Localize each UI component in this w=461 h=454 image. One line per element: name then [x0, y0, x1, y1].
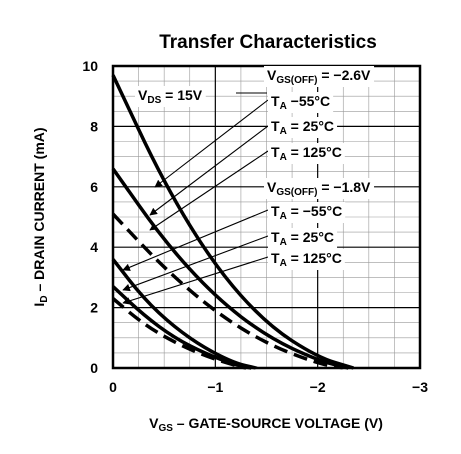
tick-labels: 0 −1 −2 −3 0 2 4 6 8 10	[82, 58, 428, 395]
curve-vgsoff-2p6-125c	[111, 212, 346, 370]
ta-label-2-bg	[268, 117, 338, 138]
group2-header: VGS(OFF) = −1.8V	[267, 179, 371, 198]
x-tick-label: −1	[207, 379, 223, 395]
ta-label-4-bg	[268, 202, 346, 223]
leader-arrow-2	[149, 125, 269, 216]
curve-vgsoff-1p8-125c	[111, 297, 247, 370]
ta-label-3: TA = 125°C	[271, 144, 342, 163]
x-tick-label: 0	[109, 379, 117, 395]
leader-arrow-3	[149, 150, 269, 231]
y-tick-label: 4	[90, 239, 98, 255]
ta-label-5-bg	[268, 228, 338, 249]
x-axis-label: VGS – GATE-SOURCE VOLTAGE (V)	[149, 415, 383, 434]
ta-label-5: TA = 25°C	[271, 229, 334, 248]
ta-label-3-bg	[268, 143, 345, 164]
x-tick-label: −2	[310, 379, 326, 395]
x-tick-label: −3	[412, 379, 428, 395]
axis-labels: VGS – GATE-SOURCE VOLTAGE (V) ID – DRAIN …	[31, 127, 383, 434]
curve-vgsoff-2p6-25c	[111, 167, 349, 370]
annotations: VDS = 15V VGS(OFF) = −2.6V VGS(OFF) = −1.8…	[135, 66, 375, 270]
y-tick-label: 2	[90, 300, 98, 316]
curves	[111, 74, 354, 370]
curve-vgsoff-1p8-25c	[111, 285, 252, 370]
leader-arrow-5	[122, 235, 269, 292]
ta-label-4: TA = −55°C	[271, 203, 342, 222]
ta-label-6-bg	[268, 249, 345, 270]
group2-header-bg	[264, 178, 375, 199]
vds-label-bg	[135, 86, 206, 107]
group1-header-bg	[264, 66, 375, 87]
ta-label-2: TA = 25°C	[271, 118, 334, 137]
ta-label-6: TA = 125°C	[271, 250, 342, 269]
group1-header: VGS(OFF) = −2.6V	[267, 67, 371, 86]
y-tick-label: 8	[90, 118, 98, 134]
annotation-leaders	[122, 92, 269, 305]
y-axis-label: ID – DRAIN CURRENT (mA)	[31, 127, 50, 306]
curve-vgsoff-2p6-neg55c	[111, 74, 354, 370]
y-tick-label: 10	[82, 58, 98, 74]
chart-title: Transfer Characteristics	[159, 32, 377, 53]
y-tick-label: 6	[90, 179, 98, 195]
ta-label-1: TA −55°C	[271, 93, 330, 112]
leader-arrow-4	[122, 209, 269, 271]
leader-arrow-6	[122, 256, 269, 305]
leader-arrow-1	[154, 99, 269, 188]
vds-label: VDS = 15V	[138, 87, 203, 106]
ta-label-1-bg	[268, 92, 334, 113]
y-tick-label: 0	[90, 360, 98, 376]
